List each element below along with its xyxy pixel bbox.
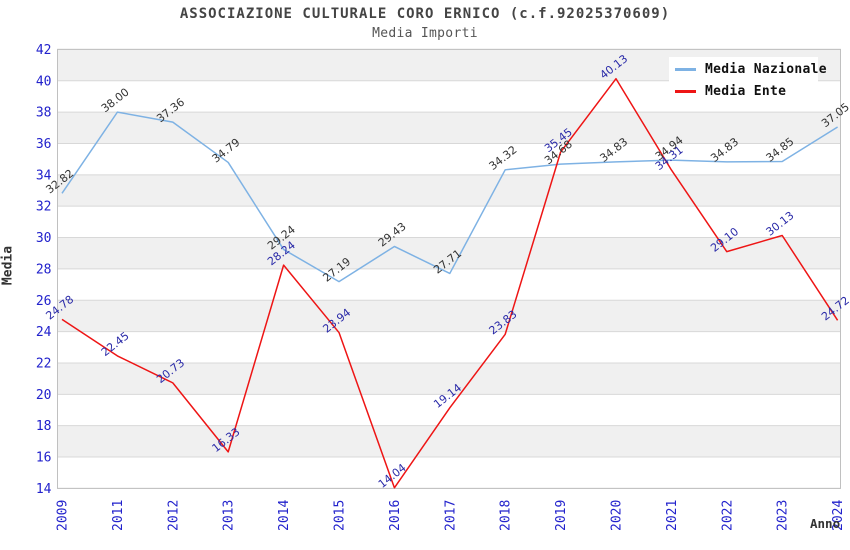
- plot-border: [57, 48, 841, 489]
- x-tick-label: 2020: [610, 500, 625, 531]
- y-tick-label: 22: [36, 356, 52, 371]
- legend-item-media-nazionale: Media Nazionale: [675, 62, 827, 77]
- y-tick-label: 20: [36, 388, 52, 403]
- x-tick-label: 2011: [111, 500, 126, 531]
- x-tick-label: 2013: [222, 500, 237, 531]
- x-tick-label: 2018: [499, 500, 514, 531]
- x-tick-label: 2023: [776, 500, 791, 531]
- x-tick-label: 2017: [443, 500, 458, 531]
- y-tick-label: 34: [36, 168, 52, 183]
- y-tick-label: 36: [36, 137, 52, 152]
- grid-band: [57, 174, 841, 207]
- x-tick-label: 2019: [554, 500, 569, 531]
- grid-band: [57, 331, 841, 363]
- grid-band: [57, 457, 841, 489]
- x-tick-label: 2016: [388, 500, 403, 531]
- grid-band: [57, 362, 841, 395]
- y-axis-title: Media: [0, 245, 16, 286]
- grid-band: [57, 300, 841, 332]
- grid-band: [57, 237, 841, 269]
- x-tick-label: 2022: [720, 500, 735, 531]
- y-tick-label: 42: [36, 43, 52, 58]
- series-line-media-nazionale: [61, 111, 838, 283]
- media-nazionale-line-marker-icon: [675, 68, 696, 71]
- chart-title: ASSOCIAZIONE CULTURALE CORO ERNICO (c.f.…: [179, 6, 671, 22]
- x-tick-label: 2009: [56, 500, 71, 531]
- x-tick-label: 2012: [166, 500, 181, 531]
- y-tick-label: 28: [36, 262, 52, 277]
- chart-legend: Media Nazionale Media Ente: [669, 57, 827, 104]
- chart-subtitle: Media Importi: [372, 26, 478, 41]
- legend-item-media-ente: Media Ente: [675, 84, 818, 99]
- grid-band: [57, 206, 841, 238]
- x-tick-label: 2024: [831, 500, 846, 531]
- media-ente-line-marker-icon: [675, 90, 696, 93]
- y-tick-label: 14: [36, 482, 52, 497]
- grid-band: [57, 112, 841, 144]
- grid-band: [57, 268, 841, 301]
- grid-band: [57, 143, 841, 175]
- x-axis-title: Anno: [810, 516, 841, 531]
- y-tick-label: 24: [36, 325, 52, 340]
- legend-label: Media Nazionale: [705, 62, 827, 77]
- series-line-media-ente: [61, 77, 839, 489]
- x-tick-label: 2021: [665, 500, 680, 531]
- y-tick-label: 40: [36, 74, 52, 89]
- y-tick-label: 26: [36, 294, 52, 309]
- x-tick-label: 2014: [277, 500, 292, 531]
- legend-label: Media Ente: [705, 84, 787, 99]
- y-tick-label: 38: [36, 106, 52, 121]
- grid-band: [57, 425, 841, 458]
- y-tick-label: 32: [36, 200, 52, 215]
- y-tick-label: 18: [36, 419, 52, 434]
- x-tick-label: 2015: [333, 500, 348, 531]
- y-tick-label: 16: [36, 451, 52, 466]
- y-tick-label: 30: [36, 231, 52, 246]
